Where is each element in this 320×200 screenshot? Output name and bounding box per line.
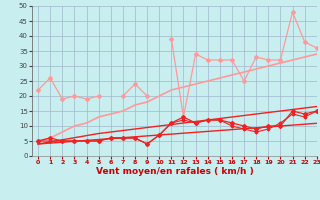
X-axis label: Vent moyen/en rafales ( km/h ): Vent moyen/en rafales ( km/h ) — [96, 167, 253, 176]
